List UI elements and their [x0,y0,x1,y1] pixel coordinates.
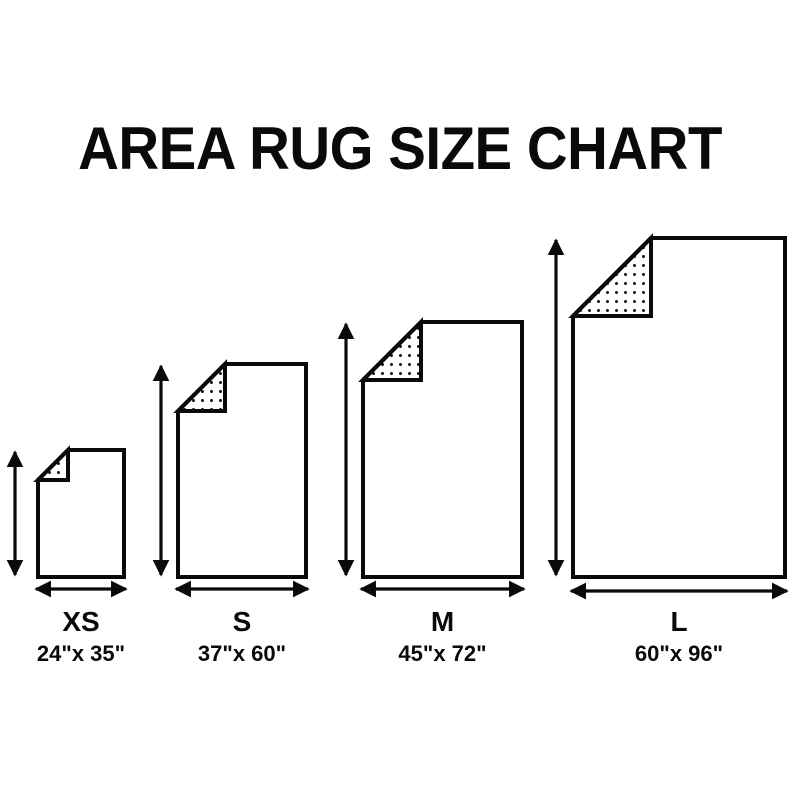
rug-fold-outline-s [173,359,227,413]
size-name-m: M [430,606,455,637]
page-title: AREA RUG SIZE CHART [78,115,722,182]
rug-figure-l [547,233,789,600]
size-dimensions-l: 60"x 96" [634,641,724,666]
size-dimensions-xs: 24"x 35" [36,641,126,666]
size-name-xs: XS [62,606,100,637]
size-dimensions-m: 45"x 72" [398,641,487,666]
size-label-l: L 60"x 96" [569,607,789,667]
rug-figure-xs [6,445,128,598]
rug-fold-outline-l [568,233,653,318]
size-dimensions-s: 37"x 60" [197,641,287,666]
rug-figure-m [337,317,526,598]
size-name-s: S [232,606,252,637]
size-label-s: S 37"x 60" [132,607,352,667]
size-name-l: L [670,606,688,637]
size-label-m: M 45"x 72" [333,607,553,667]
rug-figure-s [152,359,310,598]
size-label-xs: XS 24"x 35" [0,607,191,667]
rug-fold-outline-m [358,317,423,382]
rug-fold-outline-xs [33,445,70,482]
